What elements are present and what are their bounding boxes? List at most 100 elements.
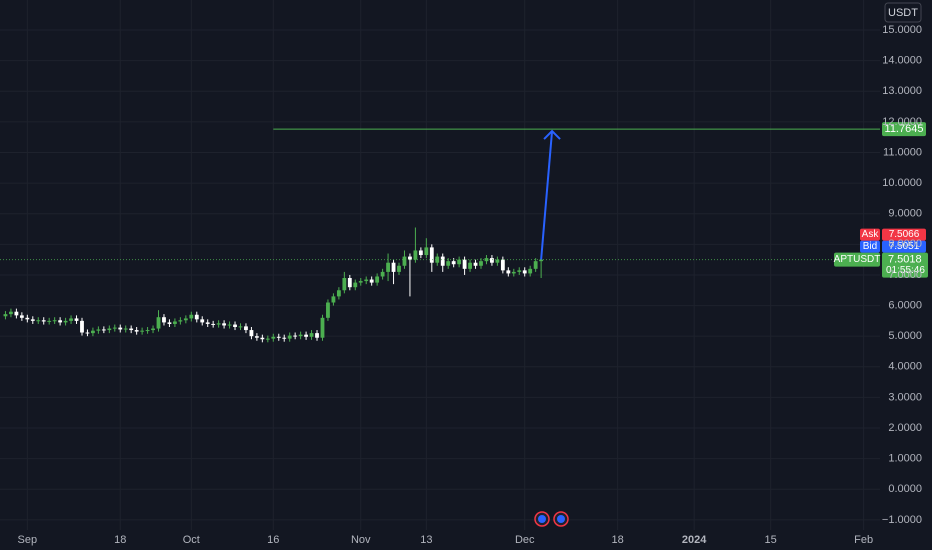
target-label: 11.7645 [885, 123, 924, 135]
x-tick-label: 18 [612, 534, 624, 546]
candle-body [309, 333, 314, 337]
candle-body [178, 320, 183, 322]
candle-body [517, 270, 522, 272]
candle-body [397, 265, 401, 272]
candle-body [451, 261, 456, 265]
last-price-box [882, 252, 928, 278]
candle-body [233, 324, 237, 328]
candle-body [446, 261, 451, 266]
candle-body [194, 314, 199, 320]
candle-body [25, 317, 30, 320]
candle-body [511, 271, 516, 274]
candle-body [129, 328, 134, 331]
candle-body [293, 335, 298, 337]
candle-body [189, 314, 194, 319]
candle-body [391, 262, 396, 272]
arrow-head [543, 129, 561, 140]
candle-body [522, 270, 527, 274]
arrow-shaft [540, 130, 554, 260]
candle-body [462, 259, 467, 269]
candle-body [506, 270, 511, 274]
y-tick-label: 11.0000 [883, 146, 922, 158]
candle-body [47, 320, 52, 322]
y-tick-label: 2.0000 [888, 422, 922, 434]
candle-body [320, 317, 325, 338]
y-tick-label: 5.0000 [888, 330, 922, 342]
candle-body [539, 259, 544, 262]
last-price-label: 7.5018 [888, 253, 922, 265]
candle-body [172, 321, 177, 324]
candle-body [326, 302, 330, 318]
candle-body [358, 281, 363, 283]
candle-body [80, 320, 84, 333]
x-tick-label: 16 [267, 534, 279, 546]
candle-body [183, 318, 188, 321]
candle-body [205, 322, 210, 324]
candle-body [9, 311, 13, 315]
candle-body [52, 320, 57, 322]
target-label-box [882, 122, 926, 137]
candle-body [528, 268, 533, 274]
candle-body [287, 335, 292, 339]
x-tick-label: Dec [515, 534, 535, 546]
y-tick-label: 12.0000 [882, 116, 922, 128]
y-tick-label: 1.0000 [888, 453, 922, 465]
grid [0, 0, 880, 530]
candle-body [96, 329, 101, 331]
symbol-box [834, 252, 880, 267]
x-tick-label: Sep [18, 534, 38, 546]
candle-body [156, 317, 161, 329]
candle-body [85, 332, 90, 334]
candle-body [162, 317, 166, 323]
bid-price-box [882, 240, 926, 253]
candle-body [304, 334, 308, 337]
candle-body [276, 336, 281, 338]
symbol-label: APTUSDT [834, 254, 881, 265]
candle-body [298, 334, 303, 337]
candle-body [254, 336, 259, 338]
y-tick-label: 14.0000 [882, 55, 922, 67]
x-tick-label: 13 [420, 534, 432, 546]
y-tick-label: 6.0000 [888, 299, 922, 311]
candle-body [107, 328, 112, 331]
candle-body [490, 258, 494, 263]
candle-body [440, 256, 445, 266]
candle-body [424, 247, 429, 256]
y-tick-label: −1.0000 [882, 514, 922, 526]
candle-body [386, 262, 390, 272]
candle-body [227, 324, 232, 326]
x-tick-label: 15 [765, 534, 777, 546]
candle-body [200, 319, 205, 323]
x-tick-label: 2024 [682, 534, 707, 546]
candle-body [41, 320, 46, 322]
candle-body [151, 328, 155, 331]
candle-body [58, 320, 63, 323]
candle-body [91, 330, 95, 334]
candle-body [402, 256, 407, 266]
candle-body [468, 262, 472, 269]
candle-body [533, 261, 538, 269]
candle-body [63, 320, 68, 323]
candle-body [30, 319, 35, 321]
candle-body [364, 279, 369, 282]
y-tick-label: 7.0000 [888, 269, 922, 281]
candle-body [282, 337, 287, 339]
candle-body [145, 330, 150, 332]
candle-body [380, 271, 385, 277]
candle-body [265, 338, 270, 340]
bid-tag: Bid [863, 241, 877, 252]
candle-body [211, 323, 216, 325]
candle-body [408, 256, 412, 260]
candle-body [429, 247, 434, 263]
candles [3, 227, 544, 343]
candle-body [222, 323, 227, 326]
y-tick-label: 8.0000 [888, 238, 922, 250]
candle-body [14, 311, 19, 316]
candle-body [353, 282, 358, 288]
candle-body [36, 320, 41, 322]
candle-body [435, 256, 440, 263]
currency-button[interactable] [884, 2, 922, 23]
candle-body [74, 318, 79, 321]
ask-price: 7.5066 [889, 229, 920, 240]
x-tick-label: Feb [854, 534, 873, 546]
